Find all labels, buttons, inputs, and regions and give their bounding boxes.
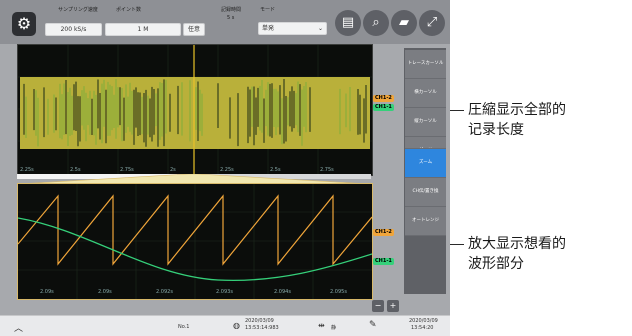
sawtooth-waveform [18,194,372,266]
zoom-in-icon[interactable]: + [387,300,399,312]
sampling-rate-label: サンプリング速度 [58,7,98,13]
settings-gear-icon[interactable]: ⚙ [12,12,36,36]
overview-scrollbar-thumb[interactable] [17,174,177,179]
status-time1: 13:53:14:983 [245,325,279,331]
sidebar: トレースカーソル 横カーソル 縦カーソル ゲージ ズーム CH伝/置き換 オート… [404,48,446,294]
annotation-bottom: 放大显示想看的 波形部分 [468,234,566,274]
sidebar-item-zoom[interactable]: ズーム [405,149,446,178]
status-center-label: 静 [331,325,337,331]
overview-tick: 2s [170,167,176,173]
zoom-tick: 2.095s [330,289,347,295]
chevron-up-icon[interactable]: ︿ [14,324,24,334]
overview-tick: 2.5s [70,167,81,173]
points-field[interactable]: 1 M [105,23,181,36]
trigger-icon: ◍ [233,321,240,330]
overview-waveform-panel[interactable]: 2.25s 2.5s 2.75s 2s 2.25s 2.5s 2.75s [17,44,373,176]
points-label: ポイント数 [116,7,142,13]
sine-waveform [18,217,372,282]
sidebar-item-ch-swap[interactable]: CH伝/置き換 [405,178,446,207]
annotation-bottom-line2: 波形部分 [468,256,524,272]
record-time-label: 記録時間 [221,7,242,13]
zoom-region-indicator [17,174,371,184]
overview-tick: 2.25s [20,167,34,173]
search-icon[interactable]: ⌕ [363,10,389,36]
mode-select[interactable]: 単発 ⌄ [258,22,327,35]
save-file-icon[interactable]: ▤ [335,10,361,36]
sidebar-item-v-cursor[interactable]: 縦カーソル [405,108,446,137]
chevron-down-icon: ⌄ [317,25,323,32]
annotation-leader-bottom [450,244,464,245]
annotation-top-line1: 圧縮显示全部的 [468,102,566,118]
pen-icon[interactable]: ✎ [369,320,377,330]
status-date2: 2020/03/09 [409,318,438,324]
mode-select-value: 単発 [262,25,275,32]
zoom-out-icon[interactable]: − [372,300,384,312]
overview-waveform-svg [18,45,372,175]
overview-ch1-1-tag[interactable]: CH1-1 [373,104,394,111]
annotation-top-line2: 记录长度 [468,122,524,138]
overview-tick: 2.25s [220,167,234,173]
sidebar-item-h-cursor[interactable]: 横カーソル [405,79,446,108]
status-bar: ︿ No.1 ◍ 2020/03/09 13:53:14:983 ⇹ 静 ✎ 2… [0,315,450,336]
zoom-waveform-panel[interactable]: 2.09s 2.09s 2.092s 2.093s 2.094s 2.095s [17,183,373,300]
overview-tick: 2.5s [270,167,281,173]
any-button[interactable]: 任意 [183,23,205,36]
zoom-tick: 2.094s [274,289,291,295]
zoom-tick: 2.09s [98,289,112,295]
sidebar-item-trace-cursor[interactable]: トレースカーソル [405,50,446,79]
status-no-label: No.1 [178,324,190,330]
annotation-leader-top [450,110,464,111]
zoom-tick: 2.09s [40,289,54,295]
status-date1: 2020/03/09 [245,318,274,324]
status-time2: 13:54:20 [411,325,434,331]
sidebar-item-auto-range[interactable]: オートレンジ [405,207,446,236]
mode-label: モード [260,7,276,13]
move-icon: ⇹ [318,321,325,330]
zoom-ch1-1-tag[interactable]: CH1-1 [373,258,394,265]
overview-tick: 2.75s [120,167,134,173]
zoom-tick: 2.093s [216,289,233,295]
annotation-bottom-line1: 放大显示想看的 [468,236,566,252]
overview-ch1-2-tag[interactable]: CH1-2 [373,95,394,102]
expand-icon[interactable]: ⤢ [419,10,445,36]
recorder-app: ⚙ サンプリング速度 200 kS/s ポイント数 1 M 任意 記録時間 5 … [0,0,450,336]
folder-icon[interactable]: ▰ [391,10,417,36]
zoom-tick: 2.092s [156,289,173,295]
zoom-ch1-2-tag[interactable]: CH1-2 [373,229,394,236]
overview-tick: 2.75s [320,167,334,173]
annotation-top: 圧縮显示全部的 记录长度 [468,100,566,140]
sampling-rate-field[interactable]: 200 kS/s [45,23,102,36]
record-time-value: 5 s [227,15,235,21]
zoom-waveform-svg [18,184,372,299]
top-toolbar: ⚙ サンプリング速度 200 kS/s ポイント数 1 M 任意 記録時間 5 … [0,0,450,44]
